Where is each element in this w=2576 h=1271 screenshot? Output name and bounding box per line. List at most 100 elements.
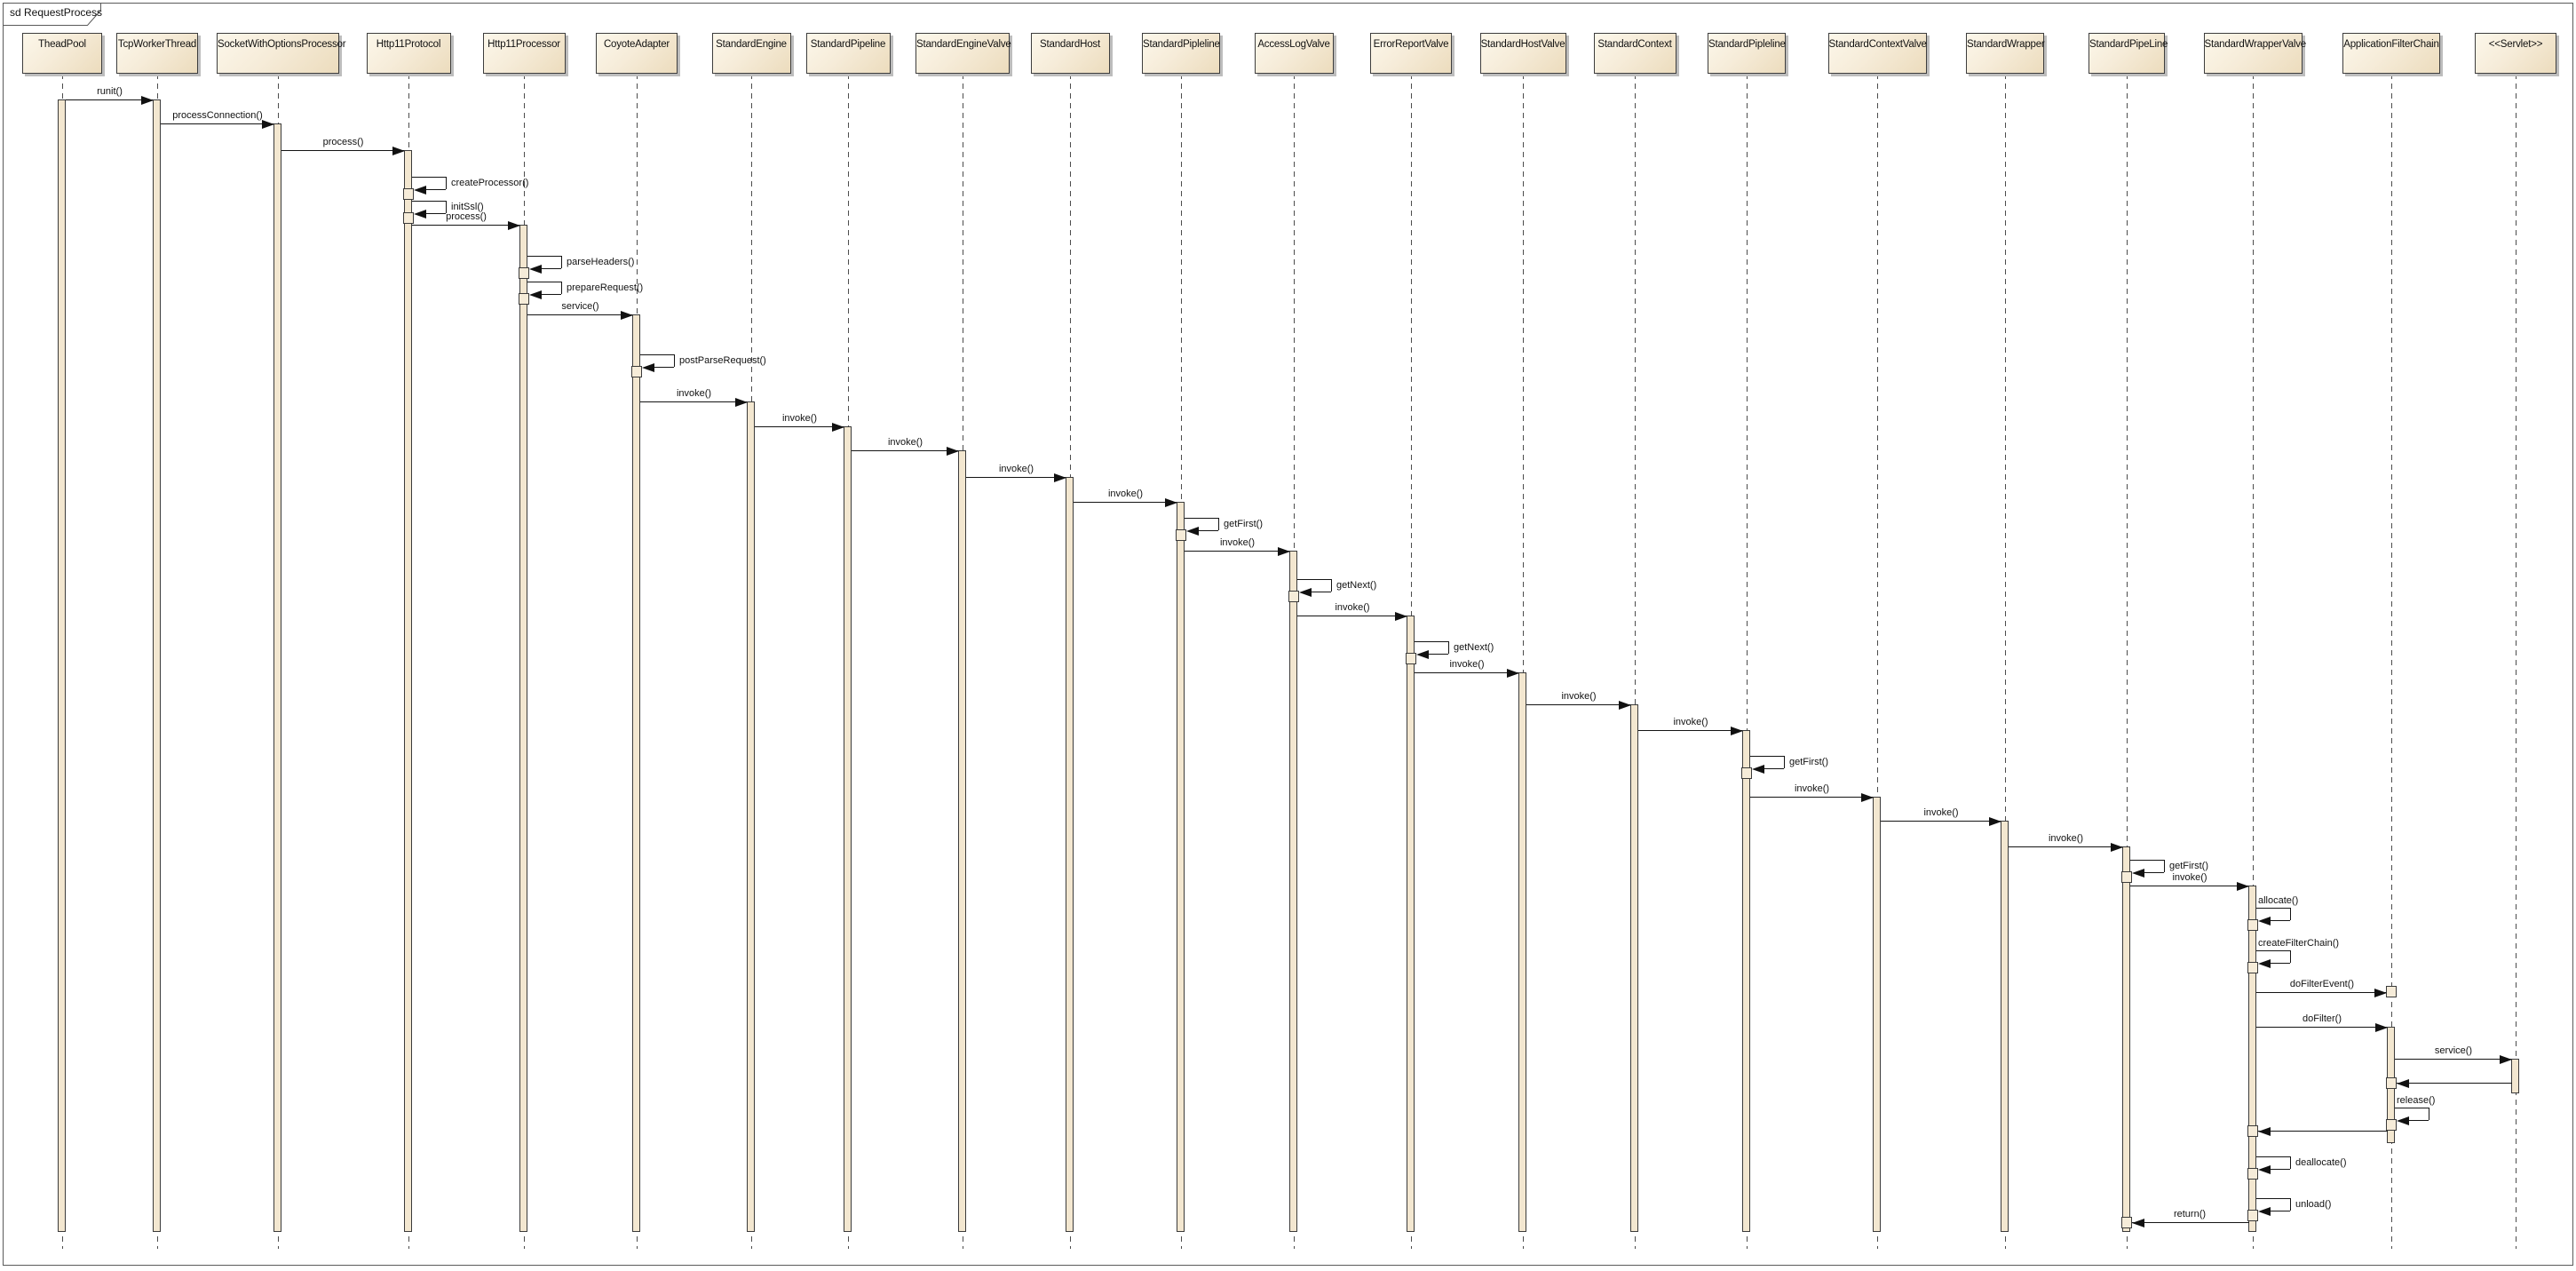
self-message-bottom xyxy=(539,268,561,269)
frame-tab xyxy=(3,3,101,26)
nested-activation xyxy=(1406,653,1416,664)
arrowhead-left-icon xyxy=(2258,1207,2271,1216)
message-arrow xyxy=(412,225,519,226)
arrowhead-right-icon xyxy=(1395,612,1407,621)
lifeline-box: SocketWithOptionsProcessor xyxy=(217,33,346,74)
message-label: getNext() xyxy=(1454,642,1494,653)
lifeline-line xyxy=(1747,74,1748,1249)
lifeline-line xyxy=(2516,74,2517,1249)
arrowhead-right-icon xyxy=(2111,843,2123,852)
activation-bar xyxy=(2122,846,2130,1232)
lifeline-label: Http11Processor xyxy=(487,39,560,50)
nested-activation xyxy=(519,293,529,305)
message-arrow xyxy=(2395,1059,2511,1060)
self-message-bottom xyxy=(2268,920,2290,921)
message-label: invoke() xyxy=(1561,691,1597,702)
message-label: invoke() xyxy=(781,413,818,424)
self-message-bottom xyxy=(1762,768,1784,769)
message-arrow xyxy=(966,477,1066,478)
arrowhead-left-icon xyxy=(2258,959,2271,968)
lifeline-label: ErrorReportValve xyxy=(1373,39,1449,50)
nested-activation xyxy=(2121,871,2132,883)
message-arrow xyxy=(2256,992,2386,993)
self-message-top xyxy=(412,177,446,178)
arrowhead-right-icon xyxy=(1278,547,1290,556)
arrowhead-right-icon xyxy=(1861,793,1874,802)
lifeline-label: StandardHostValve xyxy=(1480,39,1565,50)
lifeline-label: StandardContextValve xyxy=(1828,39,1927,50)
message-arrow xyxy=(66,99,153,100)
lifeline-label: StandardEngine xyxy=(716,39,787,50)
arrowhead-right-icon xyxy=(1989,817,2001,826)
activation-bar xyxy=(2511,1059,2519,1093)
message-label: invoke() xyxy=(1219,537,1256,548)
message-arrow xyxy=(281,150,404,151)
lifeline-box: StandardPipleline xyxy=(1142,33,1220,74)
message-label: invoke() xyxy=(1673,717,1708,727)
arrowhead-left-icon xyxy=(642,363,654,372)
lifeline-line xyxy=(1877,74,1878,1249)
message-label: deallocate() xyxy=(2295,1157,2347,1168)
message-arrow xyxy=(1526,704,1630,705)
arrowhead-left-icon xyxy=(1752,765,1764,774)
message-arrow xyxy=(640,401,747,402)
lifeline-label: StandardContext xyxy=(1597,39,1672,50)
activation-bar xyxy=(153,99,161,1232)
nested-activation xyxy=(2247,1210,2258,1221)
arrowhead-right-icon xyxy=(2500,1055,2512,1064)
nested-activation xyxy=(631,366,642,377)
message-arrow xyxy=(527,314,632,315)
message-label: runit() xyxy=(97,86,123,97)
lifeline-line xyxy=(1635,74,1636,1249)
arrowhead-right-icon xyxy=(947,447,959,456)
arrowhead-right-icon xyxy=(262,120,274,129)
lifeline-box: StandardHostValve xyxy=(1479,33,1566,74)
arrowhead-right-icon xyxy=(1507,669,1519,678)
activation-bar xyxy=(1407,616,1415,1232)
lifeline-line xyxy=(2127,74,2128,1249)
self-message-side xyxy=(2290,950,2291,963)
activation-bar xyxy=(2001,821,2009,1232)
self-message-top xyxy=(1297,579,1331,580)
message-arrow xyxy=(1074,502,1177,503)
activation-bar xyxy=(747,401,755,1232)
activation-bar xyxy=(958,450,966,1232)
message-label: process() xyxy=(446,211,487,222)
self-message-top xyxy=(412,201,446,202)
self-message-bottom xyxy=(1426,654,1448,655)
lifeline-line xyxy=(1523,74,1524,1249)
message-arrow xyxy=(161,123,273,124)
lifeline-box: Http11Protocol xyxy=(366,33,451,74)
message-label: createFilterChain() xyxy=(2258,938,2340,949)
lifeline-label: StandardPipeline xyxy=(810,39,886,50)
nested-activation xyxy=(2386,1077,2397,1089)
lifeline-box: StandardWrapper xyxy=(1966,33,2045,74)
arrowhead-left-icon xyxy=(2132,1219,2144,1227)
lifeline-box: CoyoteAdapter xyxy=(596,33,678,74)
message-arrow xyxy=(1750,797,1873,798)
activation-bar xyxy=(1177,502,1185,1232)
lifeline-label: StandardHost xyxy=(1040,39,1100,50)
lifeline-label: StandardEngineValve xyxy=(916,39,1011,50)
message-label: invoke() xyxy=(1107,489,1144,499)
message-label: doFilter() xyxy=(2302,1013,2342,1024)
lifeline-box: StandardHost xyxy=(1030,33,1110,74)
arrowhead-left-icon xyxy=(2258,917,2271,925)
self-message-bottom xyxy=(2268,963,2290,964)
message-label: invoke() xyxy=(1335,602,1370,613)
self-message-side xyxy=(561,256,562,268)
lifeline-box: StandardContext xyxy=(1593,33,1676,74)
lifeline-box: ErrorReportValve xyxy=(1370,33,1452,74)
nested-activation xyxy=(2247,1168,2258,1180)
activation-bar xyxy=(1742,730,1750,1232)
self-message-top xyxy=(2256,1198,2290,1199)
lifeline-box: StandardPipeline xyxy=(805,33,891,74)
self-message-top xyxy=(1415,641,1448,642)
activation-bar xyxy=(58,99,66,1232)
arrowhead-left-icon xyxy=(529,265,542,274)
arrowhead-left-icon xyxy=(1416,650,1429,659)
self-message-top xyxy=(2256,950,2290,951)
self-message-bottom xyxy=(539,294,561,295)
arrowhead-right-icon xyxy=(832,423,844,432)
